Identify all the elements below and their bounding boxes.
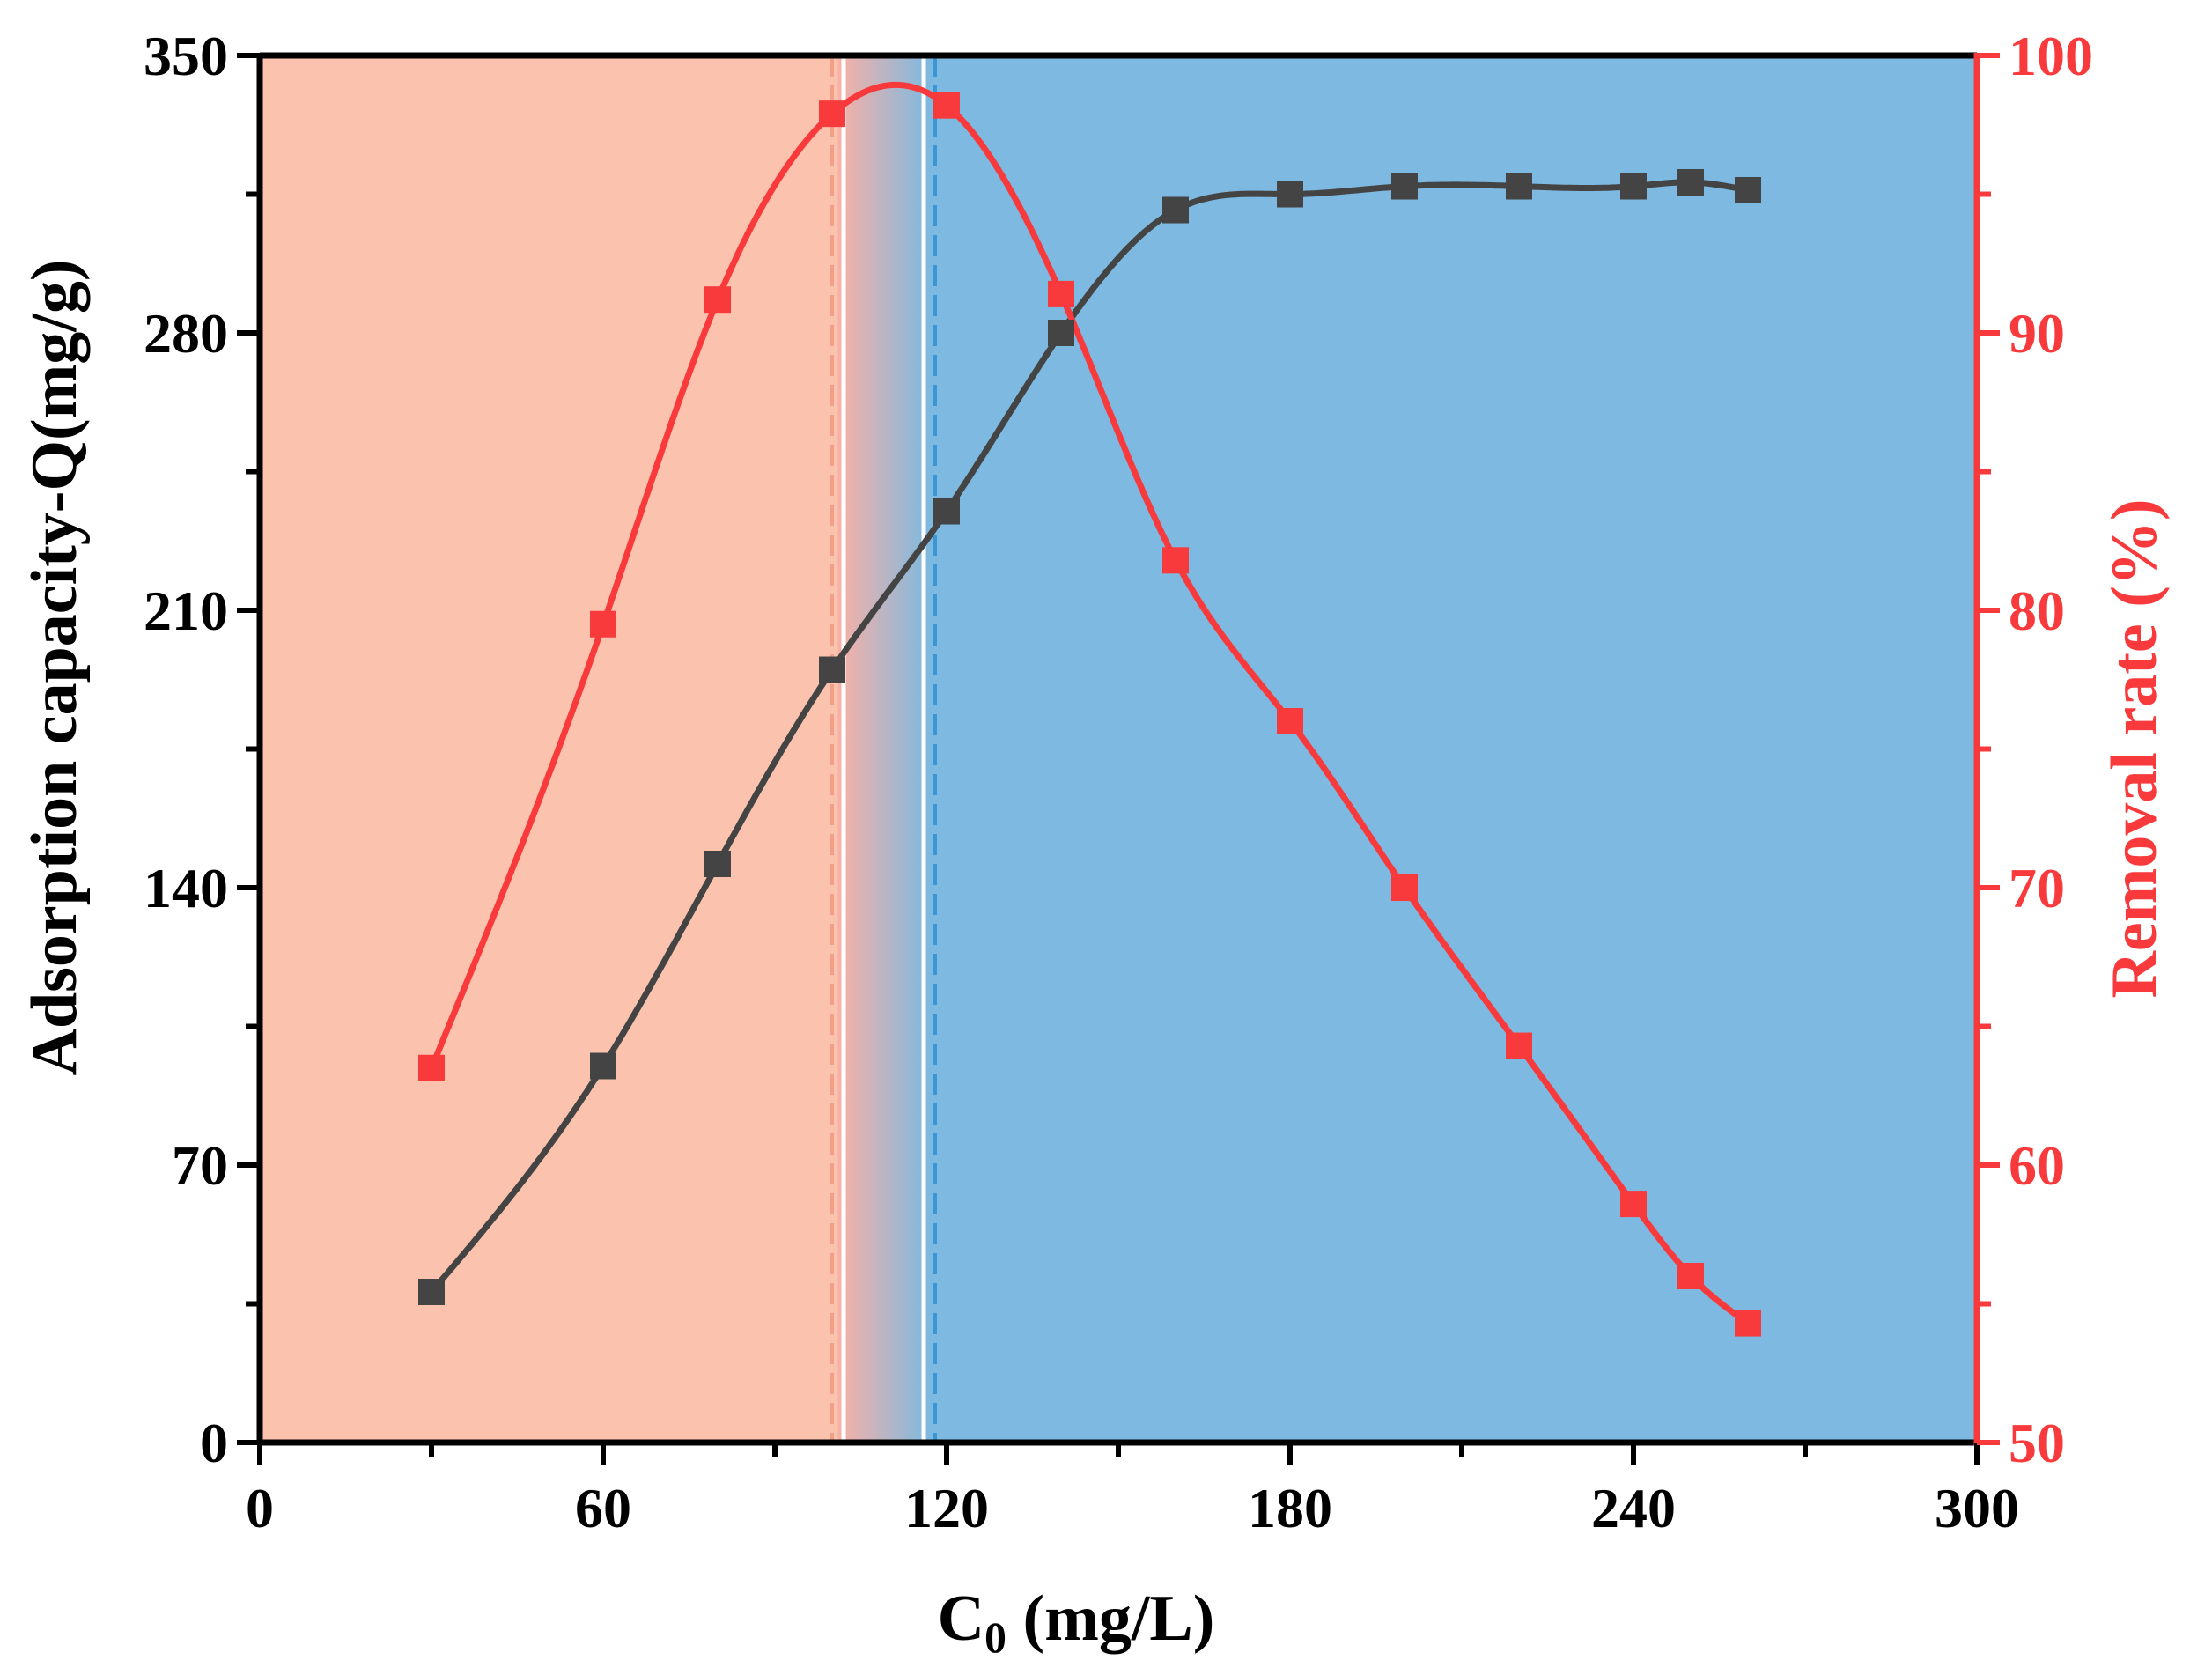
adsorption-point (418, 1279, 445, 1305)
adsorption-point (1162, 196, 1189, 224)
removal-point (1620, 1191, 1647, 1218)
y-left-tick-label: 350 (144, 25, 228, 87)
transition-region (837, 55, 930, 1443)
x-tick-label: 300 (1935, 1477, 2019, 1539)
y-left-tick-label: 0 (200, 1412, 228, 1474)
removal-point (819, 100, 845, 128)
adsorption-point (704, 851, 731, 877)
removal-point (1677, 1263, 1704, 1289)
adsorption-point (933, 498, 960, 525)
y-right-tick-label: 50 (2009, 1412, 2065, 1474)
removal-point (1162, 547, 1189, 574)
x-axis-title: C0 (mg/L) (938, 1583, 1215, 1662)
y-right-axis-title: Removal rate (%) (2098, 498, 2171, 998)
y-left-tick-label: 280 (144, 302, 228, 365)
adsorption-point (1677, 169, 1704, 196)
removal-point (933, 92, 960, 119)
removal-point (418, 1054, 445, 1081)
y-right-tick-label: 80 (2009, 579, 2065, 642)
adsorption-point (819, 656, 845, 683)
x-tick-label: 120 (904, 1477, 989, 1539)
x-tick-label: 180 (1248, 1477, 1332, 1539)
y-right-tick-label: 100 (2009, 25, 2093, 87)
removal-point (1048, 280, 1074, 307)
low-concentration-region (260, 55, 838, 1443)
y-left-axis-title: Adsorption capacity-Q(mg/g) (18, 260, 91, 1076)
removal-point (1391, 874, 1418, 901)
x-tick-label: 60 (575, 1477, 631, 1539)
y-right-tick-label: 70 (2009, 857, 2065, 919)
y-left-tick-label: 70 (172, 1134, 228, 1197)
y-left-tick-label: 210 (144, 579, 228, 642)
y-left-tick-label: 140 (144, 857, 228, 919)
adsorption-point (1391, 173, 1418, 200)
x-tick-label: 240 (1591, 1477, 1676, 1539)
removal-point (1735, 1310, 1761, 1337)
adsorption-point (1735, 177, 1761, 203)
removal-point (1277, 708, 1303, 734)
high-concentration-region (929, 55, 1978, 1443)
x-tick-label: 0 (246, 1477, 274, 1539)
adsorption-point (1048, 320, 1074, 346)
adsorption-point (1277, 181, 1303, 208)
removal-point (590, 610, 616, 638)
adsorption-point (590, 1052, 616, 1080)
removal-point (704, 286, 731, 314)
adsorption-point (1620, 173, 1647, 200)
removal-point (1506, 1032, 1532, 1059)
y-right-tick-label: 90 (2009, 302, 2065, 365)
y-right-tick-label: 60 (2009, 1134, 2065, 1197)
adsorption-point (1506, 173, 1532, 200)
